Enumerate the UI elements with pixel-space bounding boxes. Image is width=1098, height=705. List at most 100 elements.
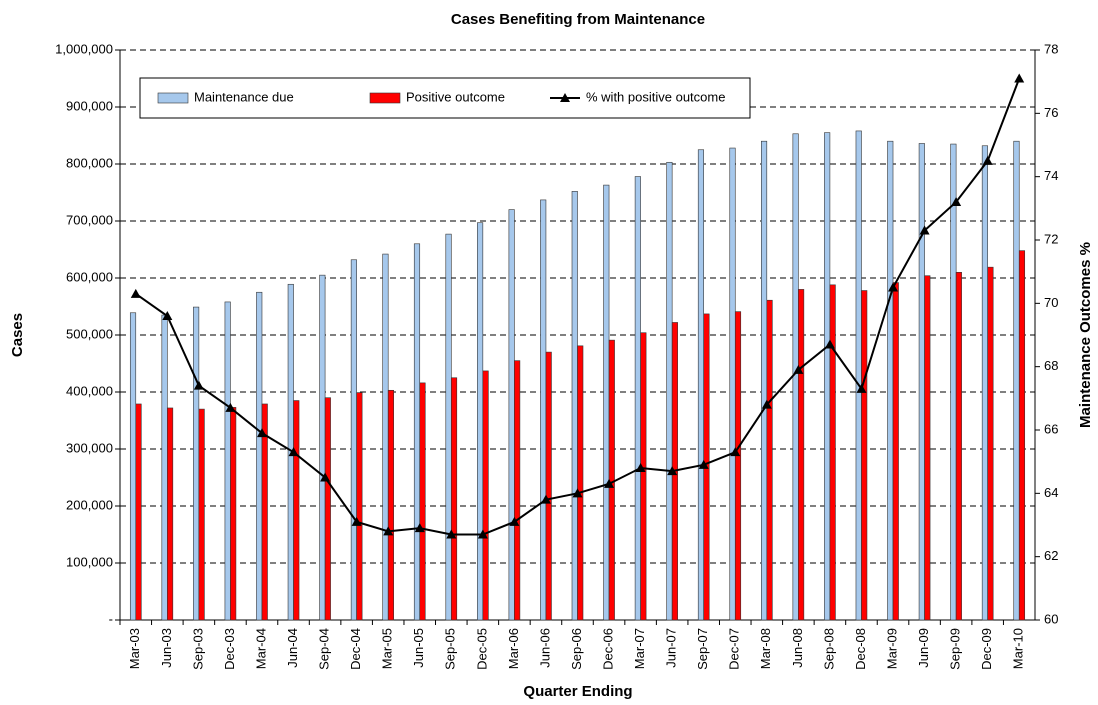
- bar: [955, 271, 962, 621]
- marker: [635, 463, 646, 472]
- bar: [356, 392, 363, 621]
- bar: [571, 191, 578, 621]
- x-tick-label: Sep-03: [190, 628, 205, 670]
- marker: [572, 488, 583, 498]
- marker: [414, 523, 425, 533]
- bar: [477, 222, 484, 621]
- bar: [350, 259, 357, 621]
- chart-title: Cases Benefiting from Maintenance: [451, 11, 705, 28]
- marker: [919, 225, 930, 235]
- bar: [198, 408, 205, 621]
- x-tick-label: Jun-05: [411, 628, 426, 668]
- bar: [508, 209, 515, 621]
- bar: [261, 403, 268, 621]
- y-tick-label: 400,000: [66, 383, 113, 398]
- marker: [604, 478, 615, 488]
- bar: [1018, 250, 1026, 621]
- x-tick-label: Mar-06: [506, 628, 521, 669]
- y2-tick-label: 76: [1044, 105, 1058, 120]
- x-tick-label: Jun-09: [916, 628, 931, 668]
- x-tick-label: Mar-03: [127, 628, 142, 669]
- marker: [667, 466, 678, 476]
- legend-label: % with positive outcome: [586, 89, 725, 104]
- x-tick-label: Dec-09: [979, 628, 994, 670]
- bar: [161, 314, 168, 621]
- marker: [793, 364, 804, 374]
- x-axis-title: Quarter Ending: [523, 683, 632, 700]
- bar: [256, 291, 263, 621]
- x-tick-label: Sep-09: [948, 628, 963, 670]
- bar: [382, 253, 389, 621]
- bar: [413, 243, 421, 621]
- x-tick-label: Jun-08: [790, 628, 805, 668]
- y2-axis-title: Maintenance Outcomes %: [1077, 242, 1094, 428]
- bar: [324, 397, 331, 621]
- y-tick-label: 300,000: [66, 440, 113, 455]
- legend-label: Maintenance due: [194, 89, 294, 104]
- bar: [540, 199, 547, 621]
- marker: [761, 399, 772, 409]
- marker: [951, 197, 962, 206]
- y2-tick-label: 66: [1044, 421, 1058, 436]
- y2-tick-label: 62: [1044, 548, 1058, 563]
- x-tick-label: Jun-07: [664, 628, 679, 668]
- marker: [130, 288, 141, 298]
- bar: [135, 403, 142, 621]
- bar: [387, 389, 394, 621]
- x-tick-label: Mar-04: [253, 628, 268, 669]
- bar: [861, 290, 868, 621]
- x-tick-label: Jun-03: [159, 628, 174, 668]
- x-tick-label: Mar-08: [758, 628, 773, 669]
- bar: [514, 360, 521, 621]
- x-tick-label: Mar-09: [884, 628, 899, 669]
- marker: [477, 529, 488, 539]
- bar: [1013, 140, 1020, 621]
- marker: [256, 428, 267, 438]
- bar: [829, 284, 836, 621]
- y-tick-label: 900,000: [66, 98, 113, 113]
- y-tick-label: -: [109, 611, 113, 626]
- bar: [666, 161, 673, 621]
- x-tick-label: Jun-04: [285, 628, 300, 668]
- bar: [734, 311, 742, 621]
- bar: [918, 143, 925, 621]
- y-tick-label: 200,000: [66, 497, 113, 512]
- x-tick-label: Dec-04: [348, 628, 363, 670]
- bar: [798, 289, 805, 621]
- bar: [545, 351, 552, 621]
- marker: [162, 311, 173, 320]
- bar: [950, 143, 957, 621]
- legend-swatch: [369, 92, 401, 104]
- marker: [288, 447, 299, 457]
- x-tick-label: Mar-07: [632, 628, 647, 669]
- bar: [987, 266, 994, 621]
- x-tick-label: Jun-06: [537, 628, 552, 668]
- x-tick-label: Dec-05: [474, 628, 489, 670]
- legend-swatch: [157, 92, 189, 104]
- marker: [193, 380, 204, 390]
- bar: [167, 407, 174, 621]
- legend-label: Positive outcome: [406, 89, 505, 104]
- x-tick-label: Sep-07: [695, 628, 710, 670]
- marker: [888, 282, 899, 292]
- marker: [982, 155, 993, 165]
- x-tick-label: Sep-05: [443, 628, 458, 670]
- marker: [540, 494, 551, 504]
- bar: [892, 282, 899, 621]
- bar: [766, 299, 773, 621]
- x-tick-label: Dec-08: [853, 628, 868, 670]
- bar: [193, 306, 200, 621]
- y2-tick-label: 68: [1044, 358, 1058, 373]
- bar: [482, 370, 489, 621]
- bar: [634, 176, 641, 621]
- y2-tick-label: 64: [1044, 485, 1058, 500]
- y-tick-label: 1,000,000: [55, 41, 113, 56]
- y-tick-label: 700,000: [66, 212, 113, 227]
- marker: [383, 526, 394, 536]
- bar: [129, 312, 137, 621]
- x-tick-label: Mar-10: [1011, 628, 1026, 669]
- x-tick-label: Dec-03: [222, 628, 237, 670]
- marker: [225, 402, 236, 412]
- y-tick-label: 800,000: [66, 155, 113, 170]
